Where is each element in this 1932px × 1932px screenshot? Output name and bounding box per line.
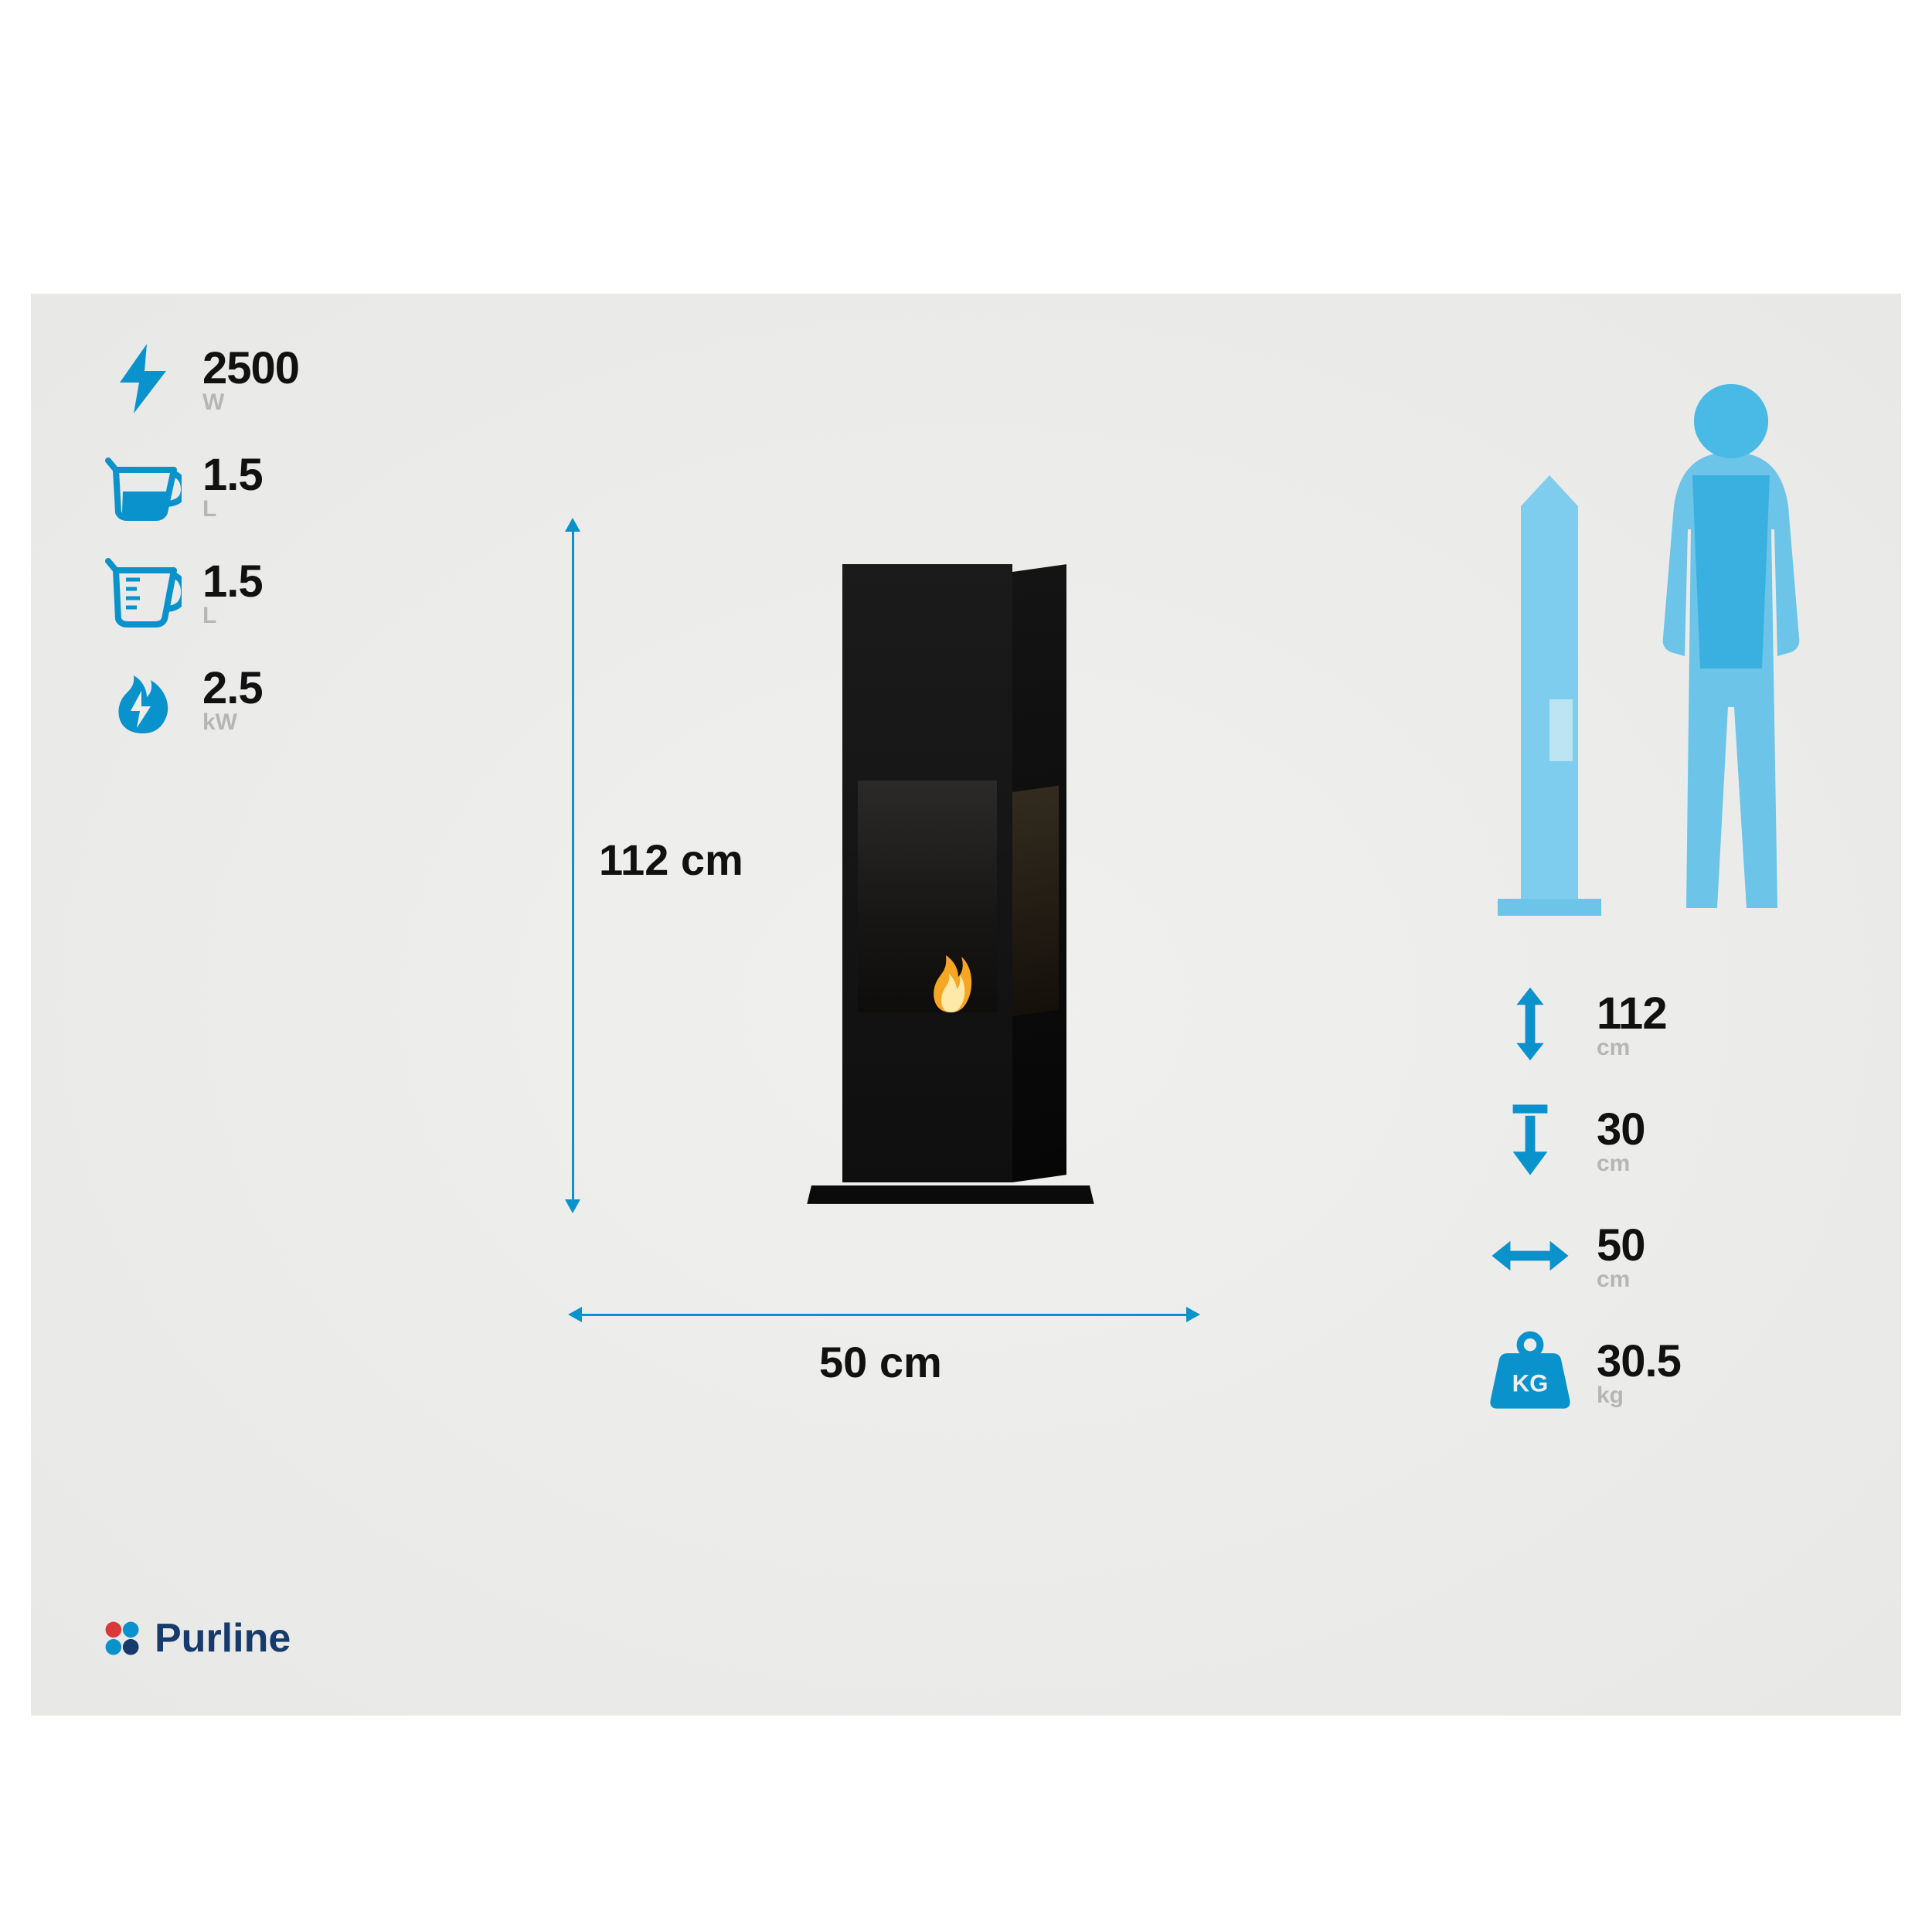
dim-value: 112 [1597,988,1667,1039]
product-diagram: 112 cm 50 cm [526,495,1221,1391]
bolt-icon [100,336,185,421]
height-label: 112 cm [599,835,743,885]
dimension-list: 112 cm 30 cm [1484,978,1824,1418]
dim-value: 50 [1597,1219,1645,1271]
width-arrow-icon [1186,1307,1200,1322]
spec-value: 1.5 [202,556,263,607]
dimensions-panel: 112 cm 30 cm [1484,336,1824,1441]
spec-capacity-scale: 1.5 L [100,549,299,634]
spec-value: 1.5 [202,449,263,501]
brand-logo: Purline [100,1615,291,1662]
spec-power: 2500 W [100,336,299,421]
product-image [811,564,1090,1213]
dim-depth: 30 cm [1484,1094,1824,1186]
spec-list: 2500 W 1.5 L [100,336,299,763]
width-label: 50 cm [819,1337,942,1387]
spec-heat-output: 2.5 kW [100,656,299,741]
width-arrow-icon [580,1314,1190,1316]
cup-pour-icon [100,443,185,528]
height-arrow-icon [572,526,574,1206]
dim-value: 30 [1597,1104,1645,1155]
size-comparison [1484,336,1824,916]
logo-icon [100,1617,144,1660]
weight-icon: KG [1484,1325,1577,1418]
dim-value: 30.5 [1597,1335,1681,1387]
brand-name: Purline [155,1615,291,1662]
dim-width: 50 cm [1484,1209,1824,1302]
height-arrow-icon [565,1199,580,1213]
svg-text:KG: KG [1512,1370,1549,1397]
spec-value: 2500 [202,342,299,394]
flame-icon [927,927,974,1012]
person-silhouette-icon [1631,375,1824,916]
arrow-horizontal-icon [1484,1209,1577,1302]
arrow-vertical-icon [1484,978,1577,1070]
spec-value: 2.5 [202,662,263,714]
product-silhouette-icon [1507,506,1592,916]
spec-capacity-pour: 1.5 L [100,443,299,528]
arrow-down-icon [1484,1094,1577,1186]
dim-weight: KG 30.5 kg [1484,1325,1824,1418]
dim-height: 112 cm [1484,978,1824,1070]
cup-scale-icon [100,549,185,634]
flame-bolt-icon [100,656,185,741]
infographic-canvas: 2500 W 1.5 L [31,294,1901,1716]
